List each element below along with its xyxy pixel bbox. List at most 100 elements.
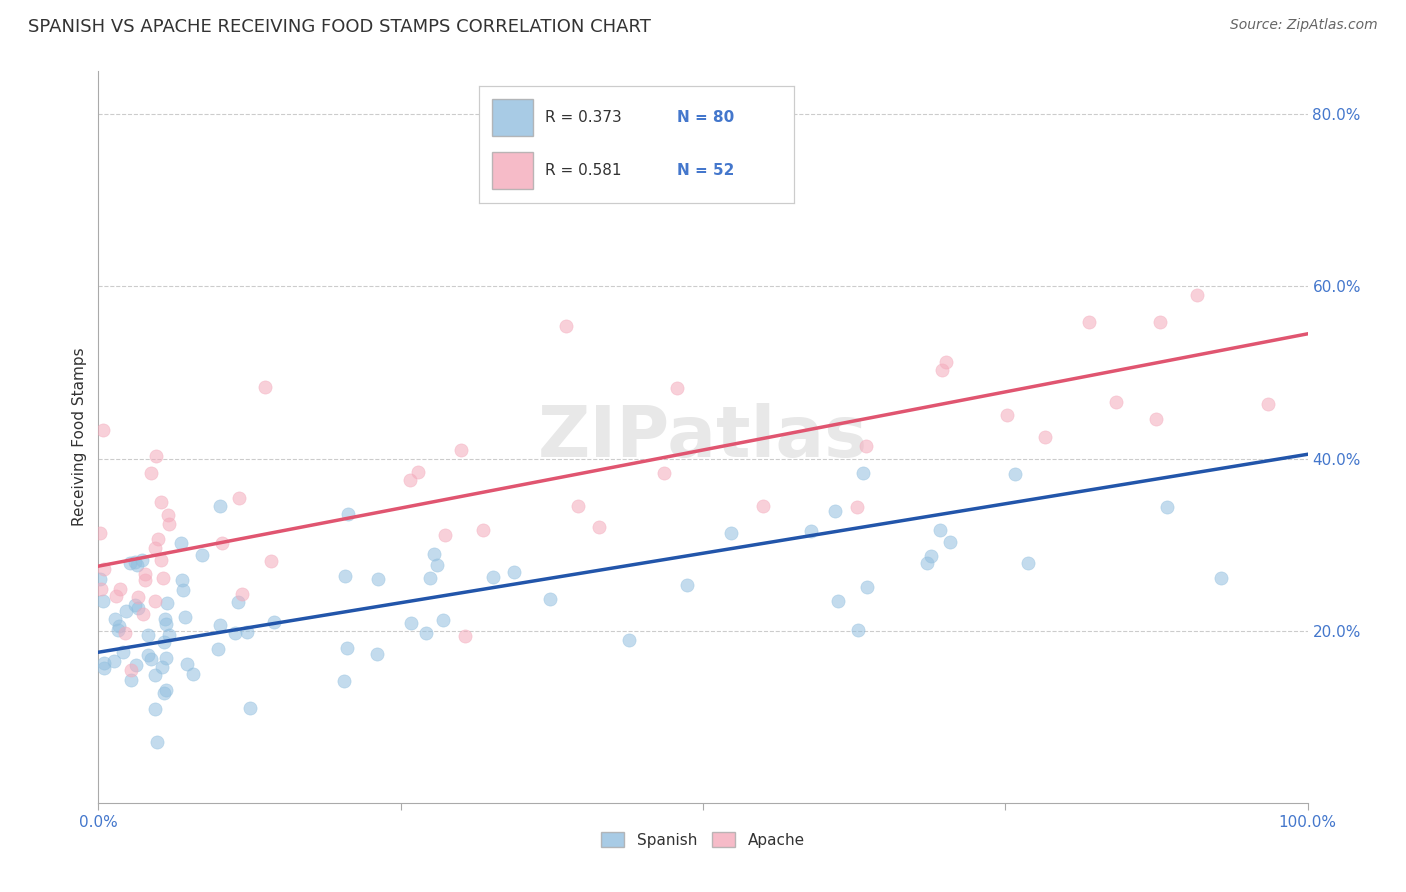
Point [208, 618, 231, 632]
Point [139, 652, 162, 666]
Point [134, 567, 156, 582]
Point [567, 499, 589, 513]
Point [1078, 316, 1101, 330]
Point [751, 500, 773, 514]
Point [127, 591, 149, 605]
Point [1156, 500, 1178, 514]
Point [224, 626, 246, 640]
Point [226, 595, 249, 609]
Point [169, 535, 191, 549]
Point [120, 664, 142, 678]
Point [824, 504, 846, 518]
Point [426, 558, 449, 573]
Point [1004, 467, 1026, 482]
Point [149, 553, 172, 567]
Point [108, 582, 131, 596]
Point [138, 628, 160, 642]
Point [935, 355, 957, 369]
Point [157, 508, 180, 522]
Point [157, 516, 180, 531]
Point [333, 673, 356, 688]
Point [995, 408, 1018, 422]
Point [846, 624, 869, 638]
Point [93, 661, 115, 675]
Point [259, 554, 281, 568]
Point [1035, 430, 1057, 444]
Point [90, 582, 112, 597]
Point [114, 625, 136, 640]
Point [176, 657, 198, 671]
Point [183, 667, 205, 681]
Text: SPANISH VS APACHE RECEIVING FOOD STAMPS CORRELATION CHART: SPANISH VS APACHE RECEIVING FOOD STAMPS … [28, 18, 651, 36]
Point [454, 630, 477, 644]
Point [153, 612, 176, 626]
Point [337, 507, 360, 521]
Point [156, 597, 179, 611]
Text: Source: ZipAtlas.com: Source: ZipAtlas.com [1230, 18, 1378, 32]
Point [91, 594, 114, 608]
Point [450, 442, 472, 457]
Point [104, 589, 127, 603]
Point [136, 648, 159, 662]
Point [1211, 571, 1233, 585]
Point [115, 604, 138, 618]
Point [131, 552, 153, 566]
Point [366, 647, 388, 661]
Point [207, 641, 229, 656]
Point [263, 615, 285, 630]
Point [406, 465, 429, 479]
Legend: Spanish, Apache: Spanish, Apache [595, 825, 811, 854]
Point [134, 574, 156, 588]
Point [929, 523, 952, 537]
Point [1017, 556, 1039, 570]
Point [652, 466, 675, 480]
Point [856, 580, 879, 594]
Point [367, 572, 389, 586]
Point [155, 651, 177, 665]
Point [124, 598, 146, 612]
Point [920, 549, 942, 563]
Point [239, 701, 262, 715]
Point [107, 624, 129, 638]
Point [145, 450, 167, 464]
Point [172, 582, 194, 597]
Point [827, 593, 849, 607]
Point [398, 473, 420, 487]
Point [336, 640, 359, 655]
Point [103, 654, 125, 668]
Point [434, 528, 457, 542]
Point [93, 657, 115, 671]
Point [554, 319, 576, 334]
Point [228, 491, 250, 505]
Point [333, 569, 356, 583]
Point [111, 645, 134, 659]
Point [89, 573, 111, 587]
Point [1105, 395, 1128, 409]
Point [139, 466, 162, 480]
Point [1257, 397, 1279, 411]
Point [155, 617, 177, 632]
Point [236, 625, 259, 640]
Point [432, 613, 454, 627]
Point [472, 523, 495, 537]
Point [120, 673, 142, 687]
Point [157, 627, 180, 641]
Point [143, 702, 166, 716]
Point [131, 607, 153, 621]
Point [419, 571, 441, 585]
Point [108, 618, 131, 632]
Point [104, 612, 127, 626]
Point [588, 519, 610, 533]
Point [145, 735, 167, 749]
Point [143, 593, 166, 607]
Point [415, 626, 437, 640]
Point [124, 555, 146, 569]
Point [676, 578, 699, 592]
Point [482, 570, 505, 584]
Point [93, 562, 115, 576]
Y-axis label: Receiving Food Stamps: Receiving Food Stamps [72, 348, 87, 526]
Point [617, 633, 640, 648]
Point [510, 176, 533, 190]
Point [120, 556, 142, 570]
Point [845, 500, 868, 515]
